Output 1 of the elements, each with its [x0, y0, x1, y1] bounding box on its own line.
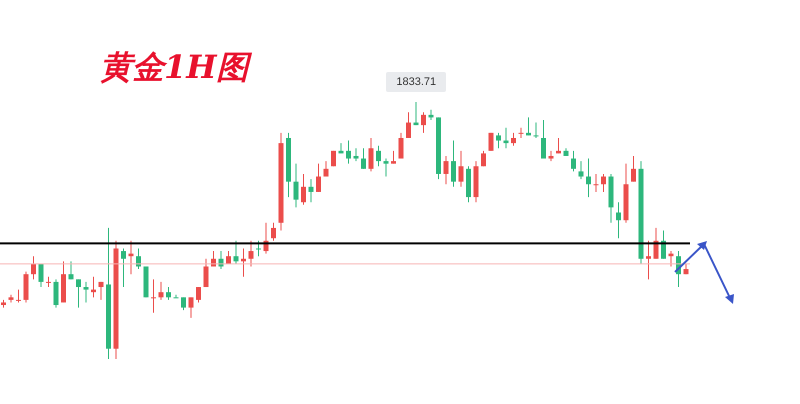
- annotation: 1833.71: [386, 72, 446, 92]
